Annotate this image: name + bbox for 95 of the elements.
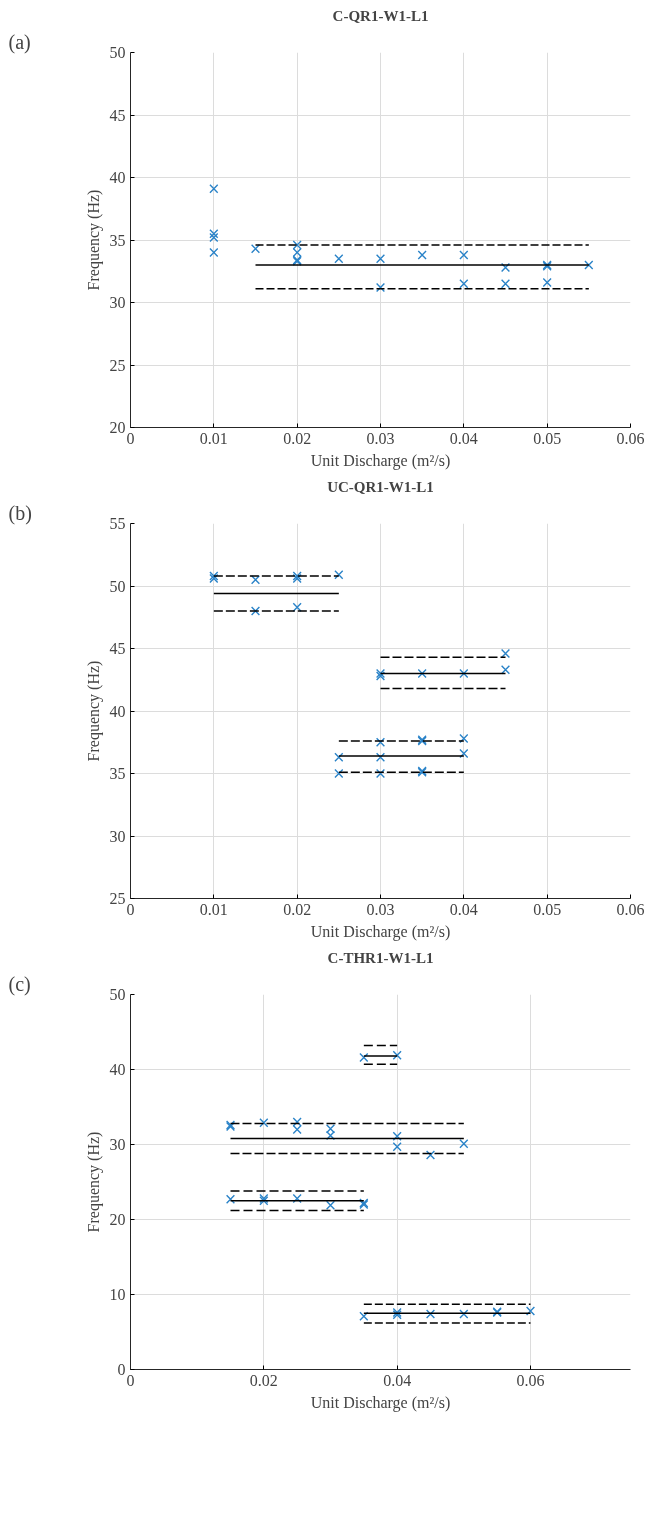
point — [392, 1131, 402, 1141]
point — [292, 1193, 302, 1204]
point — [209, 247, 219, 258]
point — [225, 1194, 236, 1204]
x-tick-label: 0.02 — [283, 900, 312, 918]
x-axis-title: Unit Discharge (m²/s) — [310, 1393, 451, 1412]
y-tick-label: 50 — [109, 986, 126, 1003]
y-tick-label: 20 — [109, 419, 126, 436]
x-axis-title: Unit Discharge (m²/s) — [310, 922, 451, 941]
point — [459, 668, 469, 679]
point — [525, 1306, 536, 1316]
y-tick-label: 50 — [109, 577, 126, 595]
y-tick-label: 30 — [109, 827, 126, 845]
point — [259, 1118, 269, 1128]
point — [292, 240, 302, 250]
point — [250, 244, 261, 254]
point — [584, 260, 594, 270]
point — [459, 733, 469, 744]
point — [500, 648, 511, 659]
x-tick-label: 0.02 — [249, 1371, 278, 1389]
point — [250, 606, 261, 616]
y-tick-label: 45 — [109, 106, 126, 124]
point — [250, 575, 261, 585]
point — [375, 282, 386, 293]
point — [334, 768, 344, 779]
point — [459, 1309, 469, 1319]
point — [425, 1150, 436, 1160]
chart-title: UC-QR1-W1-L1 — [327, 478, 434, 495]
point — [209, 229, 219, 239]
x-tick-label: 0.04 — [449, 900, 478, 918]
point — [417, 250, 427, 260]
point — [359, 1311, 369, 1321]
x-tick-label: 0.02 — [283, 429, 312, 447]
y-tick-label: 45 — [109, 640, 126, 657]
y-axis-title: Frequency (Hz) — [84, 189, 103, 291]
point — [209, 184, 219, 194]
point — [325, 1200, 336, 1210]
y-tick-label: 25 — [109, 356, 126, 374]
point — [334, 254, 344, 264]
point — [459, 748, 469, 759]
x-tick-label: 0.06 — [516, 1371, 545, 1389]
point — [209, 232, 219, 243]
point — [425, 1309, 436, 1319]
x-tick-label: 0.04 — [383, 1371, 412, 1389]
y-tick-label: 20 — [109, 1211, 126, 1228]
y-tick-label: 10 — [109, 1286, 126, 1303]
point — [292, 602, 302, 612]
x-tick-label: 0.01 — [199, 900, 228, 918]
y-tick-label: 35 — [109, 231, 126, 249]
point — [325, 1124, 336, 1134]
point — [334, 570, 344, 580]
point — [325, 1130, 336, 1141]
x-tick-label: 0.03 — [366, 429, 395, 447]
x-tick-label: 0.01 — [199, 429, 228, 447]
point — [392, 1142, 402, 1152]
text: (c) — [8, 972, 31, 996]
x-tick-label: 0.05 — [533, 429, 562, 447]
point — [375, 752, 386, 762]
y-axis-title: Frequency (Hz) — [84, 1131, 103, 1233]
point — [459, 279, 469, 289]
y-tick-label: 30 — [109, 1136, 126, 1153]
point — [375, 768, 386, 779]
point — [459, 250, 469, 260]
chart-title: C-QR1-W1-L1 — [332, 7, 429, 24]
point — [375, 737, 386, 747]
point — [500, 279, 511, 289]
point — [292, 1117, 302, 1127]
x-tick-label: 0.03 — [366, 900, 395, 918]
y-tick-label: 25 — [109, 890, 126, 907]
point — [459, 1139, 469, 1149]
y-tick-label: 35 — [109, 765, 126, 782]
y-axis-title: Frequency (Hz) — [84, 660, 103, 762]
point — [500, 665, 511, 675]
text: (a) — [8, 30, 31, 54]
text: (b) — [8, 501, 32, 525]
y-tick-label: 40 — [109, 702, 126, 720]
y-tick-label: 55 — [109, 515, 126, 532]
point — [359, 1052, 369, 1063]
point — [417, 668, 427, 679]
y-tick-label: 50 — [109, 44, 126, 61]
x-axis-title: Unit Discharge (m²/s) — [310, 451, 451, 470]
x-tick-label: 0.06 — [616, 429, 645, 447]
x-tick-label: 0.06 — [616, 900, 645, 918]
y-tick-label: 40 — [109, 169, 126, 186]
point — [292, 1124, 302, 1135]
point — [292, 247, 302, 258]
point — [392, 1050, 402, 1060]
y-tick-label: 30 — [109, 294, 126, 311]
chart-title: C-THR1-W1-L1 — [327, 949, 434, 966]
point — [375, 254, 386, 264]
point — [334, 752, 344, 762]
x-tick-label: 0.05 — [533, 900, 562, 918]
x-tick-label: 0.04 — [449, 429, 478, 447]
point — [542, 277, 552, 288]
y-tick-label: 40 — [109, 1061, 126, 1078]
